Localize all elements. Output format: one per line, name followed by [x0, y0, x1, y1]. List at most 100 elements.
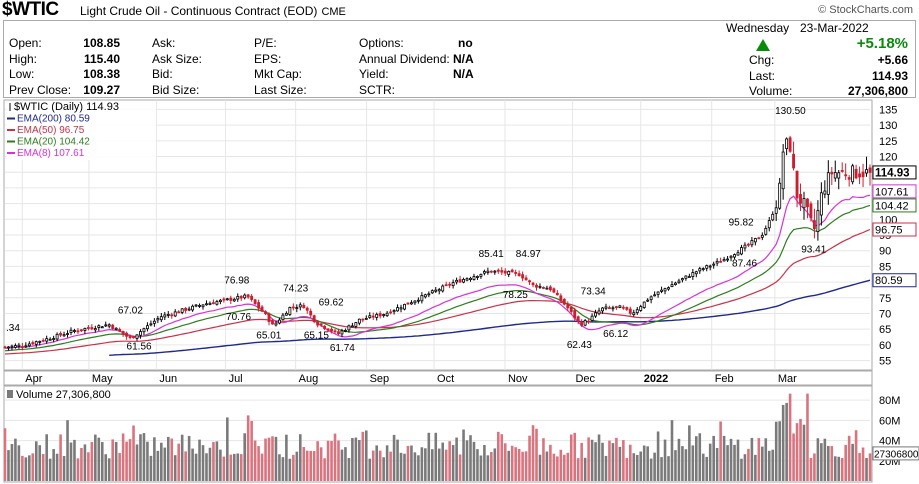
ema-lines — [4, 194, 871, 356]
volume-bar — [371, 450, 375, 481]
volume-bar — [340, 449, 344, 481]
candle — [601, 307, 604, 314]
candle — [149, 320, 153, 327]
candle — [792, 141, 796, 171]
price-annotation: 76.98 — [224, 276, 249, 287]
candle — [191, 304, 195, 312]
candle — [590, 313, 594, 322]
candle — [170, 312, 174, 319]
candle — [194, 304, 198, 308]
candle — [364, 315, 368, 320]
volume-legend: Volume 27,306,800 — [7, 389, 111, 401]
candle — [305, 306, 309, 314]
candles-layer — [3, 135, 872, 351]
volume-bar — [94, 434, 97, 481]
bid-label: Bid: — [152, 67, 173, 81]
right-value-labels: 114.93 107.61 104.42 96.75 80.59 — [872, 165, 917, 288]
candle — [145, 322, 149, 332]
candle — [479, 273, 483, 279]
volume-bar — [410, 445, 413, 481]
volume-bar — [493, 448, 497, 481]
candle — [13, 343, 17, 349]
candle — [865, 156, 868, 177]
candle — [330, 327, 333, 334]
volume-bar — [615, 437, 618, 481]
candle — [858, 166, 862, 185]
candle — [344, 328, 347, 333]
month-label: Sep — [370, 373, 390, 385]
volume-bar — [566, 452, 570, 481]
volume-bar — [10, 444, 14, 481]
volume-bar — [795, 423, 799, 481]
ema20-line — [4, 204, 871, 352]
price-annotation: 78.25 — [503, 290, 528, 301]
candle — [177, 310, 181, 314]
candle — [719, 257, 723, 263]
candle — [198, 303, 201, 308]
volume-bar — [7, 450, 10, 481]
right-value-label: 114.93 — [872, 165, 917, 179]
volume-bar — [163, 447, 167, 481]
volume-bar — [688, 425, 691, 481]
candle — [3, 345, 7, 349]
ema8-line — [4, 194, 871, 349]
candle — [208, 301, 212, 306]
price-tick-label: 120 — [879, 152, 897, 164]
volume-bar — [681, 446, 684, 481]
volume-bar — [239, 454, 243, 481]
price-tick-label: 70 — [879, 308, 891, 320]
volume-bar — [312, 451, 316, 481]
volume-bar — [642, 445, 646, 481]
svg-text:114.93: 114.93 — [875, 167, 910, 179]
volume-bar — [757, 438, 761, 481]
volume-bar — [667, 456, 670, 481]
volume-bar — [52, 449, 55, 481]
volume-bar — [316, 441, 319, 481]
volume-bar — [576, 458, 580, 481]
volume-bar — [166, 436, 170, 481]
candle — [542, 286, 545, 290]
volume-tick-label: 80M — [879, 395, 900, 407]
candle — [587, 318, 591, 324]
volume-bar — [451, 445, 455, 481]
volume-bar — [538, 454, 542, 481]
volume-bar — [503, 443, 507, 481]
price-chart[interactable]: 67.02 61.56 76.98 70.76 65.01 74.23 69.62 65.15… — [0, 98, 919, 484]
month-label: Apr — [25, 373, 42, 385]
volume-bar — [827, 445, 830, 481]
bid-size-label: Bid Size: — [152, 83, 200, 97]
brand-watermark[interactable]: © StockCharts.com — [818, 4, 913, 16]
candle — [34, 340, 38, 348]
candle — [868, 164, 872, 186]
volume-bar — [271, 436, 274, 481]
volume-bar — [455, 437, 458, 481]
exchange-label: CME — [321, 6, 346, 18]
volume-bar — [597, 434, 601, 481]
candle — [715, 258, 719, 267]
month-label: Dec — [575, 373, 595, 385]
price-tick-label: 130 — [879, 120, 897, 132]
candle — [743, 242, 747, 252]
options-label: Options: — [359, 36, 404, 50]
volume-bar — [521, 451, 524, 481]
volume-bar — [24, 457, 28, 481]
candle — [225, 297, 229, 301]
right-value-label: 80.59 — [872, 273, 917, 288]
candle — [232, 297, 236, 302]
volume-bar — [695, 436, 698, 481]
price-annotation: 87.46 — [732, 258, 757, 269]
candle — [267, 312, 271, 326]
candle — [385, 310, 389, 317]
volume-bar — [62, 456, 66, 481]
candle — [503, 268, 507, 276]
candle — [795, 170, 799, 208]
candle — [97, 324, 101, 331]
volume-bar — [823, 438, 827, 481]
volume-bar — [462, 429, 465, 481]
symbol-description: Light Crude Oil - Continuous Contract (E… — [80, 4, 346, 18]
volume-bar — [302, 446, 306, 481]
candle — [580, 319, 584, 328]
candle — [27, 341, 31, 348]
candle — [844, 163, 848, 180]
candle — [316, 320, 320, 328]
